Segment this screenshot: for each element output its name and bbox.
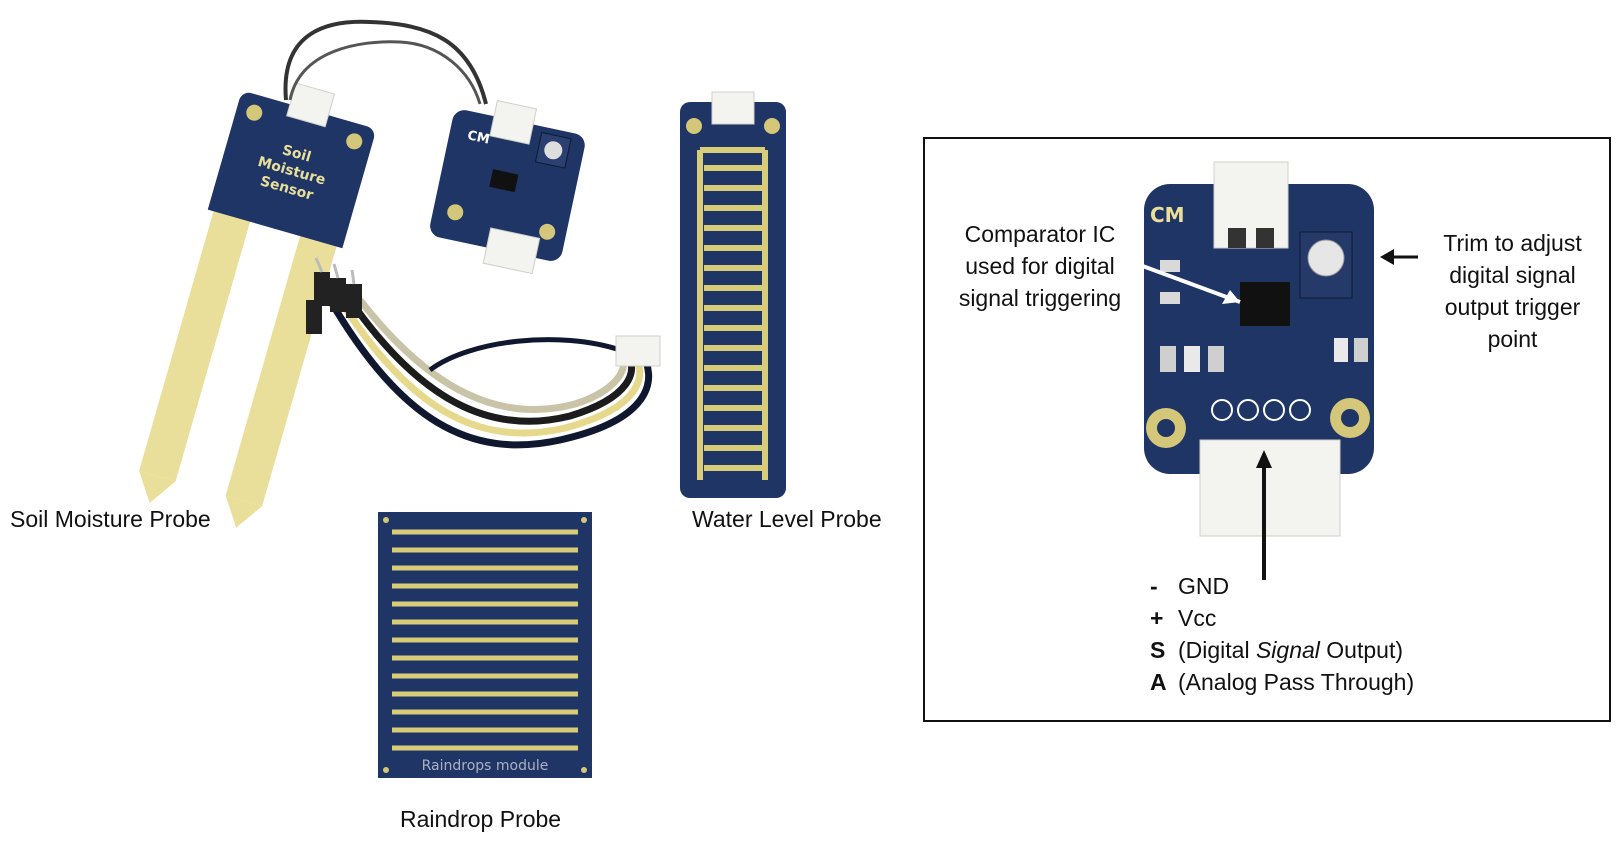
trim-callout-line: point [1487, 326, 1538, 352]
pin-symbol: A [1150, 669, 1167, 695]
sensor-trace [704, 165, 762, 471]
trim-callout-line: digital signal [1449, 262, 1576, 288]
trim-callout-line: Trim to adjust [1443, 230, 1582, 256]
comparator-arrow [1131, 260, 1241, 304]
trim-callout-line: output trigger [1444, 294, 1581, 320]
sensor-trace [392, 529, 578, 751]
comparator-callout: Comparator IC used for digital signal tr… [935, 218, 1145, 314]
pin-symbol: + [1150, 605, 1164, 631]
pin-description: GND [1178, 573, 1230, 599]
caption-water-level-probe: Water Level Probe [692, 506, 882, 532]
closeup-frame [923, 137, 1611, 722]
pin-description: Vcc [1178, 605, 1217, 631]
pin-row-analog: A (Analog Pass Through) [1150, 666, 1414, 698]
soil-board-label-line1: Soil [280, 142, 313, 165]
jumper-wires [306, 257, 661, 449]
probe-cable-inner [288, 40, 482, 105]
probe-cable [283, 19, 488, 105]
pin-description: (Digital Signal Output) [1178, 637, 1404, 663]
pin-description: (Analog Pass Through) [1178, 669, 1415, 695]
caption-soil-moisture-probe: Soil Moisture Probe [10, 506, 211, 532]
pin-symbol: - [1150, 573, 1158, 599]
comparator-module: CM [430, 99, 585, 275]
comparator-closeup: CM [1131, 161, 1418, 580]
water-level-probe [680, 91, 786, 498]
closeup-cm-label: CM [1150, 203, 1185, 227]
comparator-callout-line: used for digital [965, 253, 1115, 279]
module-cm-label: CM [466, 128, 491, 147]
pin-row-gnd: - GND [1150, 570, 1414, 602]
soil-moisture-probe: Soil Moisture Sensor [139, 82, 375, 528]
caption-raindrop-probe: Raindrop Probe [400, 806, 562, 832]
raindrop-probe: Raindrops module [378, 512, 592, 778]
pin-symbol: S [1150, 637, 1166, 663]
comparator-callout-line: Comparator IC [964, 221, 1116, 247]
comparator-callout-line: signal triggering [958, 285, 1122, 311]
pinout-legend: - GND + Vcc S (Digital Signal Output) A (Ana… [1150, 570, 1414, 698]
trim-callout: Trim to adjust digital signal output tri… [1420, 227, 1605, 355]
rain-module-label: Raindrops module [422, 758, 549, 774]
pin-row-signal: S (Digital Signal Output) [1150, 634, 1414, 666]
pin-row-vcc: + Vcc [1150, 602, 1414, 634]
